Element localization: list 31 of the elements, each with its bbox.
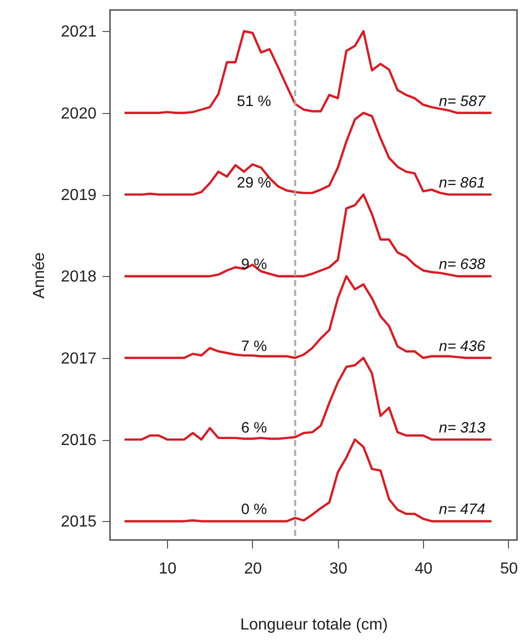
annotation: 7 %	[241, 338, 267, 355]
line-series	[123, 275, 493, 359]
y-tick-label: 2017	[60, 350, 97, 368]
line-series	[123, 30, 493, 114]
annotation: n= 474	[438, 501, 486, 518]
line-series	[123, 356, 493, 441]
y-tick-label: 2015	[60, 514, 97, 531]
x-tick-label: 10	[158, 560, 177, 578]
annotation: 6 %	[241, 420, 267, 437]
x-tick-label: 50	[500, 560, 518, 578]
x-axis-title: Longueur totale (cm)	[240, 616, 388, 634]
y-tick-label: 2019	[60, 187, 97, 204]
annotation: n= 436	[438, 338, 486, 355]
x-tick-label: 40	[414, 560, 433, 578]
annotation: n= 861	[438, 174, 486, 192]
x-tick-label: 20	[244, 560, 262, 578]
y-axis-title: Année	[30, 252, 48, 299]
y-tick-label: 2021	[60, 24, 97, 41]
y-tick-label: 2016	[60, 432, 97, 450]
line-series	[123, 112, 493, 196]
annotation: n= 313	[438, 420, 486, 437]
line-series	[123, 438, 493, 522]
annotation: 51 %	[236, 92, 272, 110]
line-series	[123, 193, 493, 278]
annotation: n= 587	[438, 92, 486, 110]
annotation: 0 %	[241, 501, 267, 518]
y-tick-label: 2018	[60, 268, 97, 286]
y-tick-label: 2020	[60, 105, 97, 122]
annotation: 29 %	[236, 174, 272, 192]
x-tick-label: 30	[329, 560, 348, 578]
annotation: n= 638	[438, 256, 486, 274]
